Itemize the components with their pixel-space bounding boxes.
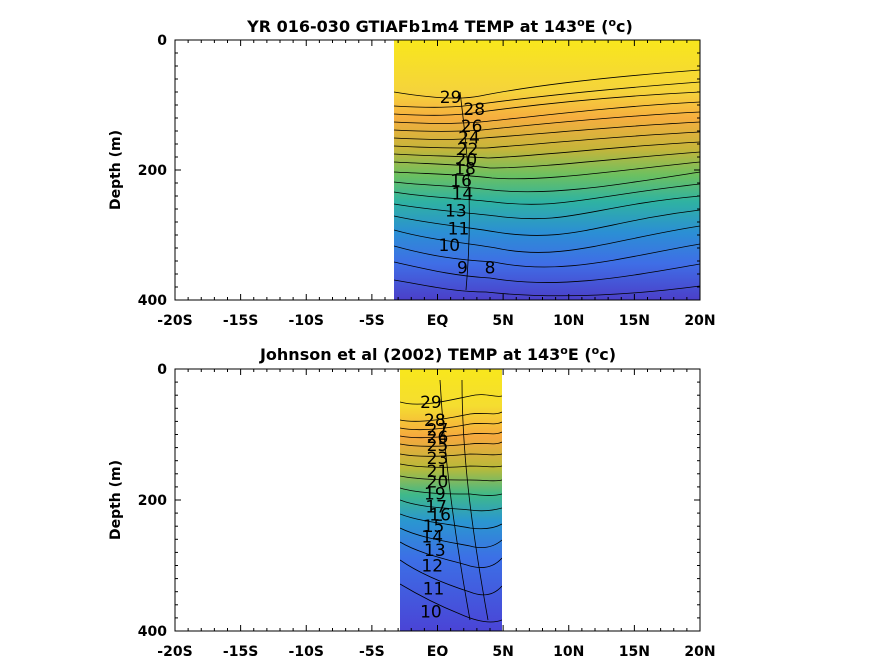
contour-label: 29 [440, 88, 462, 108]
panel-1-title-mid: E ( [585, 17, 609, 36]
x-tick-label: 5N [492, 644, 513, 656]
x-tick-label: 10N [553, 644, 584, 656]
contour-label: 26 [427, 428, 449, 448]
contour-label: 17 [425, 498, 447, 518]
panel-2-title-mid: E ( [568, 345, 592, 364]
panel-1-ticks [174, 39, 701, 301]
x-tick-label: 10N [553, 313, 584, 329]
panel-1-title-unit-sup: o [608, 16, 616, 29]
panel-1-field [394, 40, 700, 300]
contour-label: 13 [424, 541, 446, 561]
panel-1-ylabel: Depth (m) [108, 130, 124, 210]
x-tick-label: -15S [223, 644, 258, 656]
contour-label: 14 [421, 528, 443, 548]
panel-2-field [400, 369, 502, 631]
contour-label: 13 [445, 201, 467, 221]
panel-2-title-deg: o [560, 344, 568, 357]
y-tick-label: 0 [157, 33, 167, 49]
x-tick-label: 20N [684, 313, 715, 329]
contour-label: 27 [427, 420, 449, 440]
contour-label: 24 [458, 129, 480, 149]
contour-label: 28 [424, 411, 446, 431]
x-tick-label: -20S [157, 313, 192, 329]
y-tick-label: 200 [138, 493, 167, 509]
panel-1-contours [394, 69, 700, 297]
x-tick-label: -10S [289, 644, 324, 656]
contour-label: 14 [452, 184, 474, 204]
panel-1-field-fill [394, 40, 700, 300]
panel-1-title-unit: c) [616, 17, 633, 36]
x-tick-label: -5S [359, 313, 385, 329]
contour-label: 22 [457, 140, 479, 160]
panel-1-x-tick-labels: -20S -15S -10S -5S EQ 5N 10N 15N 20N [157, 313, 715, 329]
y-tick-label: 400 [138, 293, 167, 309]
contour-label: 12 [421, 557, 443, 577]
x-tick-label: EQ [427, 644, 449, 656]
y-tick-label: 0 [157, 362, 167, 378]
y-tick-label: 200 [138, 163, 167, 179]
contour-label: 11 [423, 579, 445, 599]
contour-label: 18 [454, 160, 476, 180]
panel-2-title-unit-sup: o [592, 344, 600, 357]
panel-2-x-tick-labels: -20S -15S -10S -5S EQ 5N 10N 15N 20N [157, 644, 715, 656]
panel-2-title-unit: c) [599, 345, 616, 364]
x-tick-label: -20S [157, 644, 192, 656]
contour-label: 9 [457, 259, 468, 279]
panel-2-y-tick-labels: 0 200 400 [138, 362, 167, 640]
panel-2-ticks [174, 368, 701, 632]
panel-1-title-deg: o [577, 16, 585, 29]
contour-label: 15 [423, 517, 445, 537]
panel-2-contours [400, 379, 502, 623]
x-tick-label: -15S [223, 313, 258, 329]
contour-label: 29 [420, 393, 442, 413]
contour-label: 23 [427, 449, 449, 469]
contour-label: 10 [420, 602, 442, 622]
contour-label: 25 [427, 436, 449, 456]
x-tick-label: 20N [684, 644, 715, 656]
panel-2-title-main: Johnson et al (2002) TEMP at 143 [259, 345, 560, 364]
contour-label: 8 [485, 259, 496, 279]
panel-1-y-tick-labels: 0 200 400 [138, 33, 167, 309]
contour-label: 10 [438, 236, 460, 256]
panel-2-ylabel: Depth (m) [108, 460, 124, 540]
contour-label: 11 [448, 220, 470, 240]
contour-label: 19 [424, 484, 446, 504]
panel-2: Johnson et al (2002) TEMP at 143oE (oc) [108, 344, 716, 656]
contour-label: 28 [463, 100, 485, 120]
contour-label: 16 [429, 505, 451, 525]
x-tick-label: 15N [619, 313, 650, 329]
y-tick-label: 400 [138, 624, 167, 640]
contour-label: 21 [427, 462, 449, 482]
contour-label: 26 [461, 117, 483, 137]
panel-1: YR 016-030 GTIAFb1m4 TEMP at 143oE (oc) [108, 16, 716, 330]
contour-label: 16 [450, 171, 472, 191]
x-tick-label: -10S [289, 313, 324, 329]
x-tick-label: -5S [359, 644, 385, 656]
x-tick-label: EQ [427, 313, 449, 329]
contour-label: 20 [427, 473, 449, 493]
x-tick-label: 5N [492, 313, 513, 329]
panel-1-title-main: YR 016-030 GTIAFb1m4 TEMP at 143 [246, 17, 577, 36]
contour-label: 20 [456, 151, 478, 171]
panel-1-title: YR 016-030 GTIAFb1m4 TEMP at 143oE (oc) [246, 16, 633, 37]
x-tick-label: 15N [619, 644, 650, 656]
panel-2-title: Johnson et al (2002) TEMP at 143oE (oc) [259, 344, 616, 365]
